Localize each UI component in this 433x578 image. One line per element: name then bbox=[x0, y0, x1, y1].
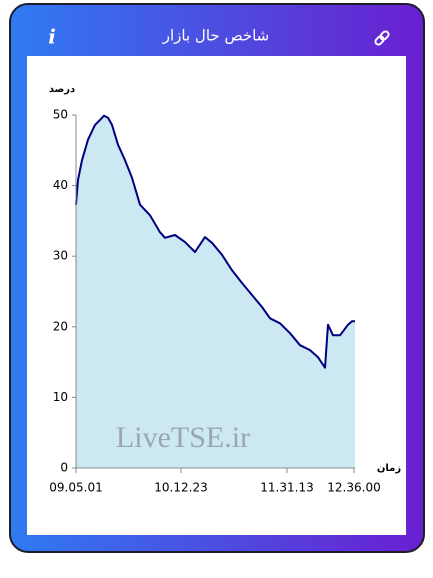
x-tick-label: 11.31.13 bbox=[260, 481, 313, 495]
y-tick-label: 40 bbox=[53, 178, 68, 192]
x-axis-label: زمان bbox=[377, 463, 401, 474]
y-tick-label: 30 bbox=[53, 249, 68, 263]
y-tick-label: 10 bbox=[53, 390, 68, 404]
line bbox=[75, 114, 355, 369]
y-axis-label: درصد bbox=[49, 84, 75, 95]
y-tick-label: 20 bbox=[53, 319, 68, 333]
area-fill bbox=[76, 115, 355, 468]
watermark: LiveTSE.ir bbox=[116, 421, 250, 454]
x-tick-label: 12.36.00 bbox=[327, 481, 380, 495]
x-tick-label: 09.05.01 bbox=[49, 481, 102, 495]
link-button[interactable] bbox=[374, 30, 390, 46]
info-button[interactable]: i bbox=[48, 25, 56, 49]
x-tick-label: 10.12.23 bbox=[154, 481, 207, 495]
y-tick-label: 50 bbox=[53, 108, 68, 122]
header-title: شاخص حال بازار bbox=[162, 27, 269, 45]
y-tick-label: 0 bbox=[60, 461, 68, 475]
